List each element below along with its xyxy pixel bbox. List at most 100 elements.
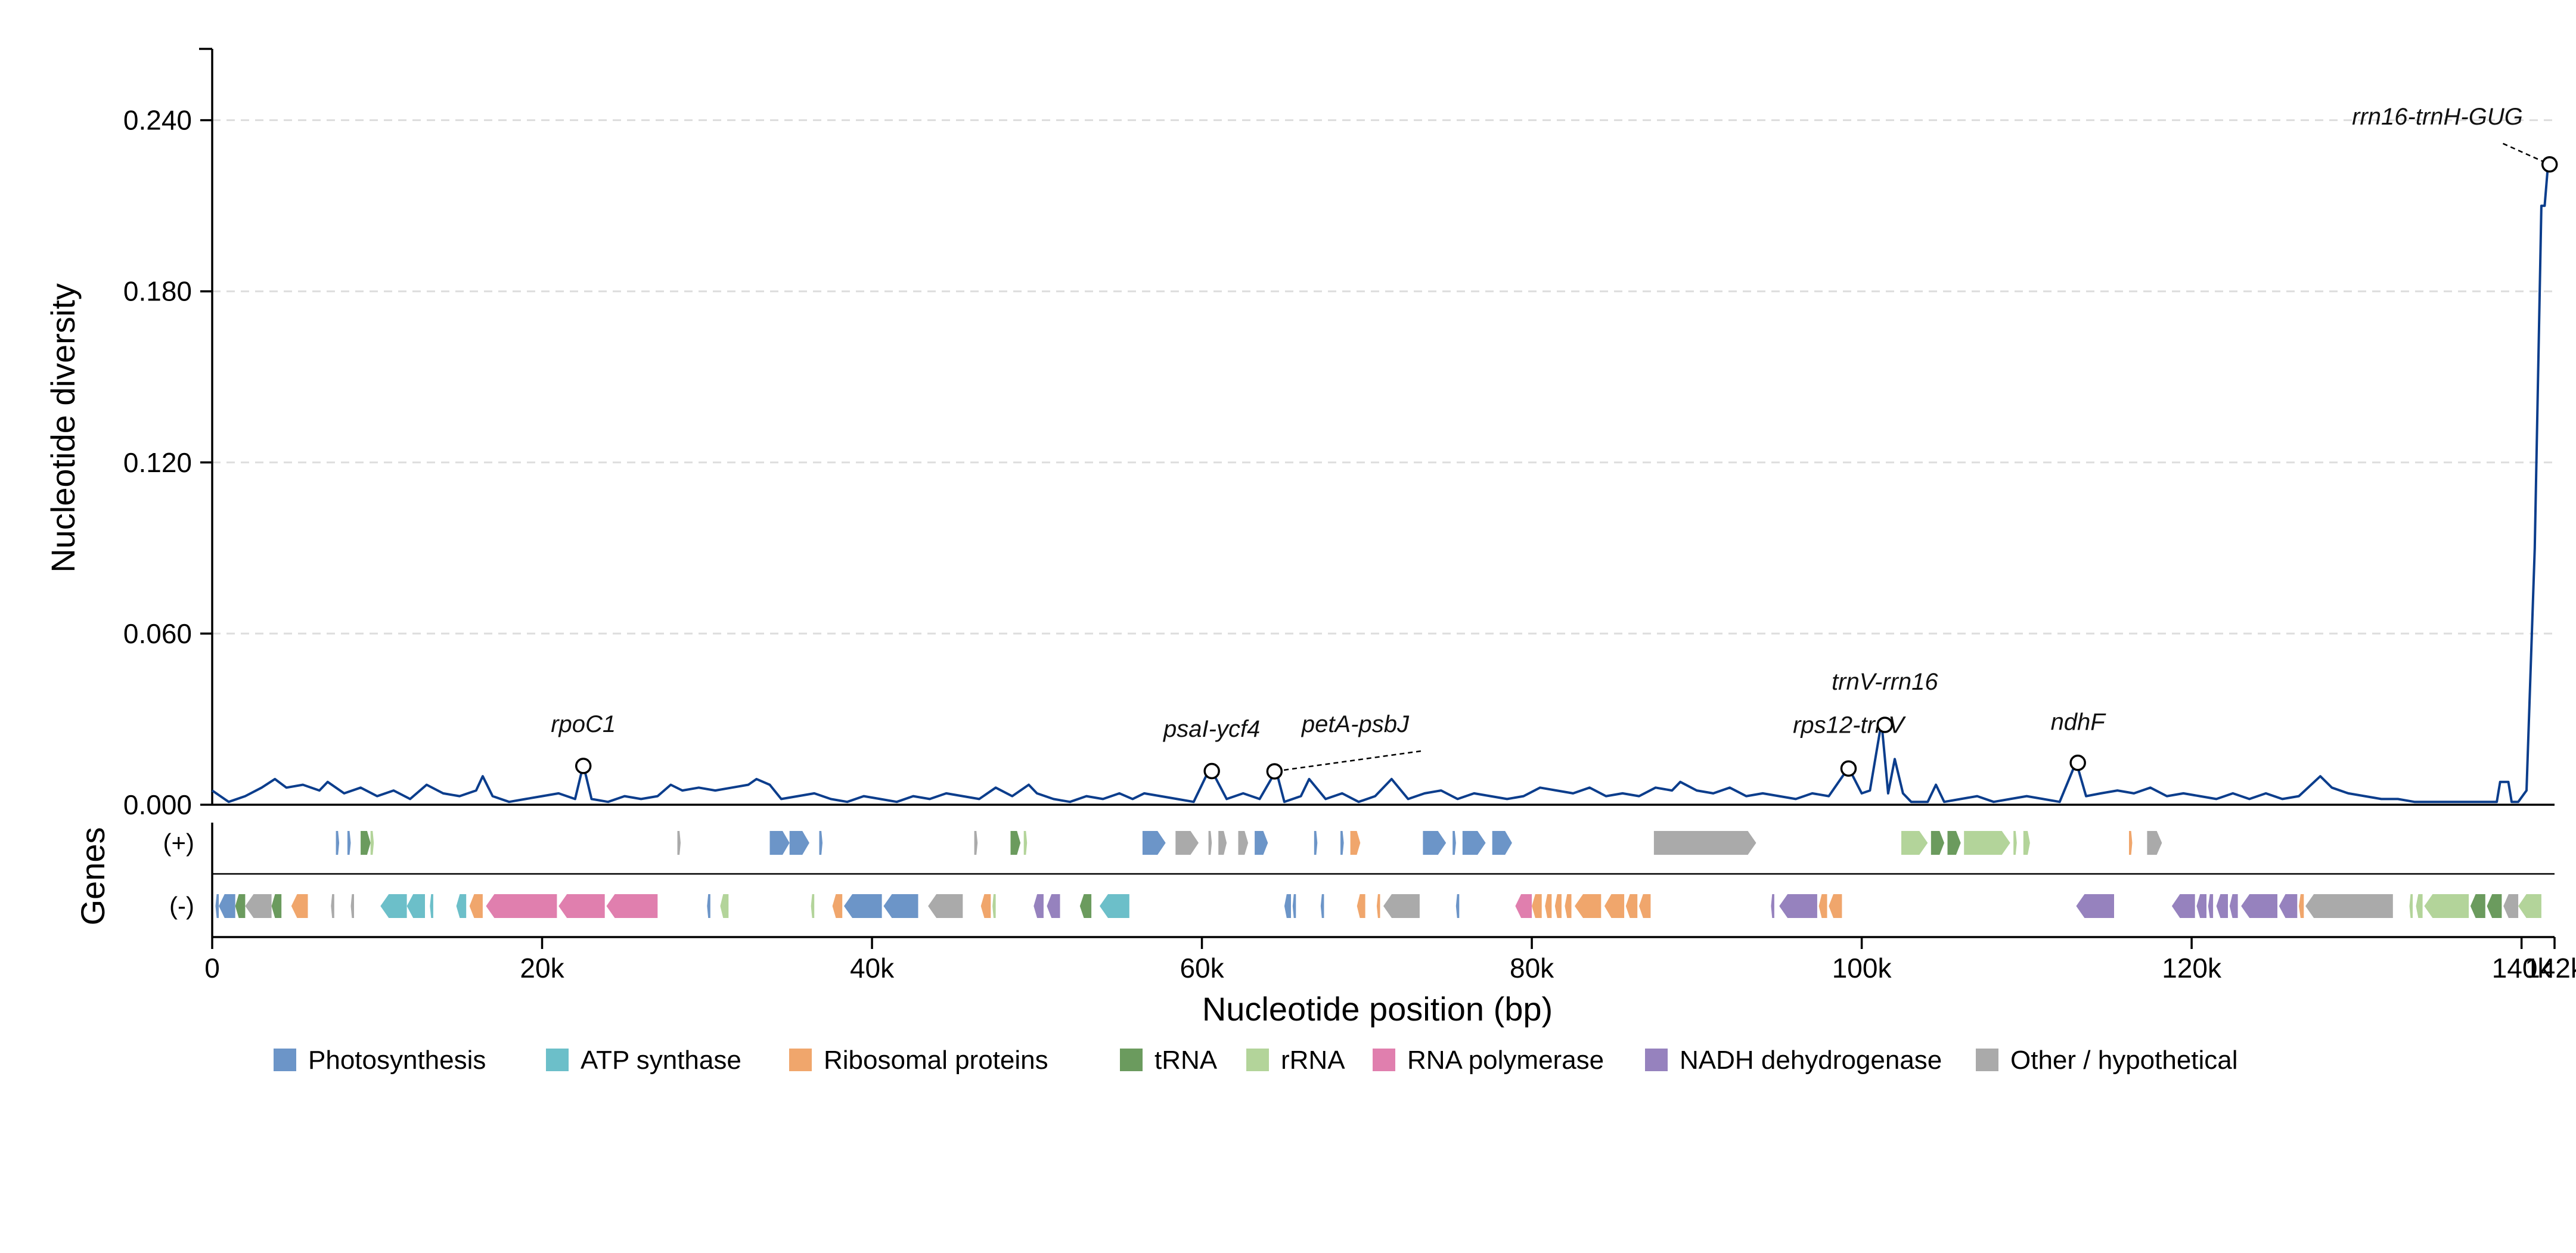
gene-feature-photosynthesis: [1320, 894, 1324, 918]
gene-feature-photosynthesis: [336, 831, 340, 855]
gene-feature-rrna: [370, 831, 374, 855]
gene-feature-other: [245, 894, 272, 918]
gene-feature-rnapol: [606, 894, 658, 918]
legend-swatch-trna: [1120, 1049, 1143, 1071]
annotation-label: petA-psbJ: [1301, 711, 1410, 737]
gene-feature-trna: [2487, 894, 2502, 918]
annotation-marker: [1203, 762, 1220, 780]
x-tick-label: 80k: [1510, 953, 1554, 984]
gene-feature-photosynthesis: [819, 831, 823, 855]
annotation-marker: [2069, 754, 2086, 771]
gridlines: [212, 119, 2555, 635]
gene-feature-other: [677, 831, 681, 855]
legend-label-nadh: NADH dehydrogenase: [1680, 1046, 1942, 1075]
gene-feature-photosynthesis: [1455, 894, 1460, 918]
annotation-marker: [575, 758, 592, 774]
legend-swatch-other: [1976, 1049, 1998, 1071]
x-tick-label: 142k: [2525, 953, 2576, 984]
gene-feature-photosynthesis: [769, 831, 790, 855]
gene-feature-photosynthesis: [1292, 894, 1296, 918]
gene-feature-photosynthesis: [1453, 831, 1456, 855]
gene-feature-atp: [380, 894, 407, 918]
x-tick-label: 20k: [520, 953, 564, 984]
gene-feature-ribosomal: [1357, 894, 1365, 918]
gene-feature-rrna: [2424, 894, 2469, 918]
annotation-leader: [2502, 142, 2550, 165]
gene-feature-trna: [1947, 831, 1961, 855]
gene-feature-ribosomal: [1639, 894, 1651, 918]
legend: Photosynthesis ATP synthase Ribosomal prot…: [274, 1046, 2238, 1075]
gene-feature-photosynthesis: [1462, 831, 1486, 855]
gene-feature-ribosomal: [1575, 894, 1602, 918]
annotation-marker: [1840, 760, 1857, 777]
gene-feature-rnapol: [558, 894, 605, 918]
y-tick-label: 0.180: [123, 276, 192, 307]
annotation-leader: [1274, 750, 1422, 773]
axes: 0.000 0.060 0.120 0.180 0.240 0 20k 40k 60k 80k 10…: [123, 48, 2576, 984]
gene-feature-atp: [1100, 894, 1129, 918]
gene-feature-photosynthesis: [789, 831, 809, 855]
gene-feature-ribosomal: [2299, 894, 2304, 918]
annotation-marker: [2541, 156, 2558, 173]
gene-feature-trna: [235, 894, 246, 918]
gene-feature-nadh: [2279, 894, 2298, 918]
gene-feature-ribosomal: [1829, 894, 1842, 918]
gene-feature-rrna: [720, 894, 729, 918]
annotation-label: rrn16-trnH-GUG: [2352, 104, 2523, 130]
gene-feature-ribosomal: [1554, 894, 1562, 918]
y-tick-label: 0.000: [123, 789, 192, 820]
gene-feature-photosynthesis: [1340, 831, 1344, 855]
gene-feature-rrna: [2409, 894, 2413, 918]
y-tick-label: 0.120: [123, 447, 192, 478]
gene-feature-rnapol: [486, 894, 557, 918]
gene-feature-photosynthesis: [1284, 894, 1291, 918]
legend-label-rrna: rRNA: [1281, 1046, 1345, 1075]
gene-feature-photosynthesis: [219, 894, 235, 918]
gene-feature-trna: [2470, 894, 2485, 918]
gene-feature-nadh: [2208, 894, 2214, 918]
x-tick-label: 100k: [1832, 953, 1892, 984]
gene-feature-rrna: [1023, 831, 1028, 855]
gene-feature-photosynthesis: [1255, 831, 1268, 855]
gene-feature-ribosomal: [1604, 894, 1625, 918]
gene-feature-atp: [406, 894, 425, 918]
y-tick-label: 0.240: [123, 105, 192, 136]
gene-feature-other: [2147, 831, 2162, 855]
gene-feature-photosynthesis: [883, 894, 918, 918]
gene-feature-other: [1175, 831, 1199, 855]
gene-feature-nadh: [1779, 894, 1817, 918]
gene-feature-nadh: [1033, 894, 1044, 918]
gene-feature-rrna: [2518, 894, 2541, 918]
strand-label: (+): [163, 829, 195, 857]
gene-feature-other: [2305, 894, 2393, 918]
legend-swatch-rnapol: [1373, 1049, 1395, 1071]
x-tick-label: 0: [204, 953, 220, 984]
gene-feature-photosynthesis: [1142, 831, 1166, 855]
gene-feature-other: [1383, 894, 1420, 918]
legend-swatch-rrna: [1246, 1049, 1269, 1071]
gene-feature-photosynthesis: [347, 831, 351, 855]
gene-tracks: (+) (-): [163, 829, 2541, 920]
gene-feature-trna: [1010, 831, 1021, 855]
gene-feature-other: [1653, 831, 1756, 855]
gene-feature-ribosomal: [1818, 894, 1827, 918]
gene-feature-photosynthesis: [1492, 831, 1512, 855]
gene-feature-ribosomal: [1376, 894, 1380, 918]
legend-label-atp: ATP synthase: [581, 1046, 741, 1075]
gene-feature-trna: [271, 894, 282, 918]
legend-swatch-photosynthesis: [274, 1049, 296, 1071]
gene-feature-nadh: [2229, 894, 2238, 918]
gene-feature-trna: [1931, 831, 1944, 855]
gene-feature-nadh: [2171, 894, 2195, 918]
gene-feature-photosynthesis: [215, 894, 219, 918]
legend-label-photosynthesis: Photosynthesis: [308, 1046, 486, 1075]
gene-feature-ribosomal: [291, 894, 308, 918]
gene-track-title: Genes: [74, 827, 111, 926]
diversity-series-line: [211, 165, 2553, 804]
gene-feature-ribosomal: [1565, 894, 1572, 918]
legend-label-ribosomal: Ribosomal proteins: [824, 1046, 1048, 1075]
y-tick-label: 0.060: [123, 618, 192, 649]
gene-feature-trna: [1079, 894, 1092, 918]
gene-feature-photosynthesis: [844, 894, 882, 918]
